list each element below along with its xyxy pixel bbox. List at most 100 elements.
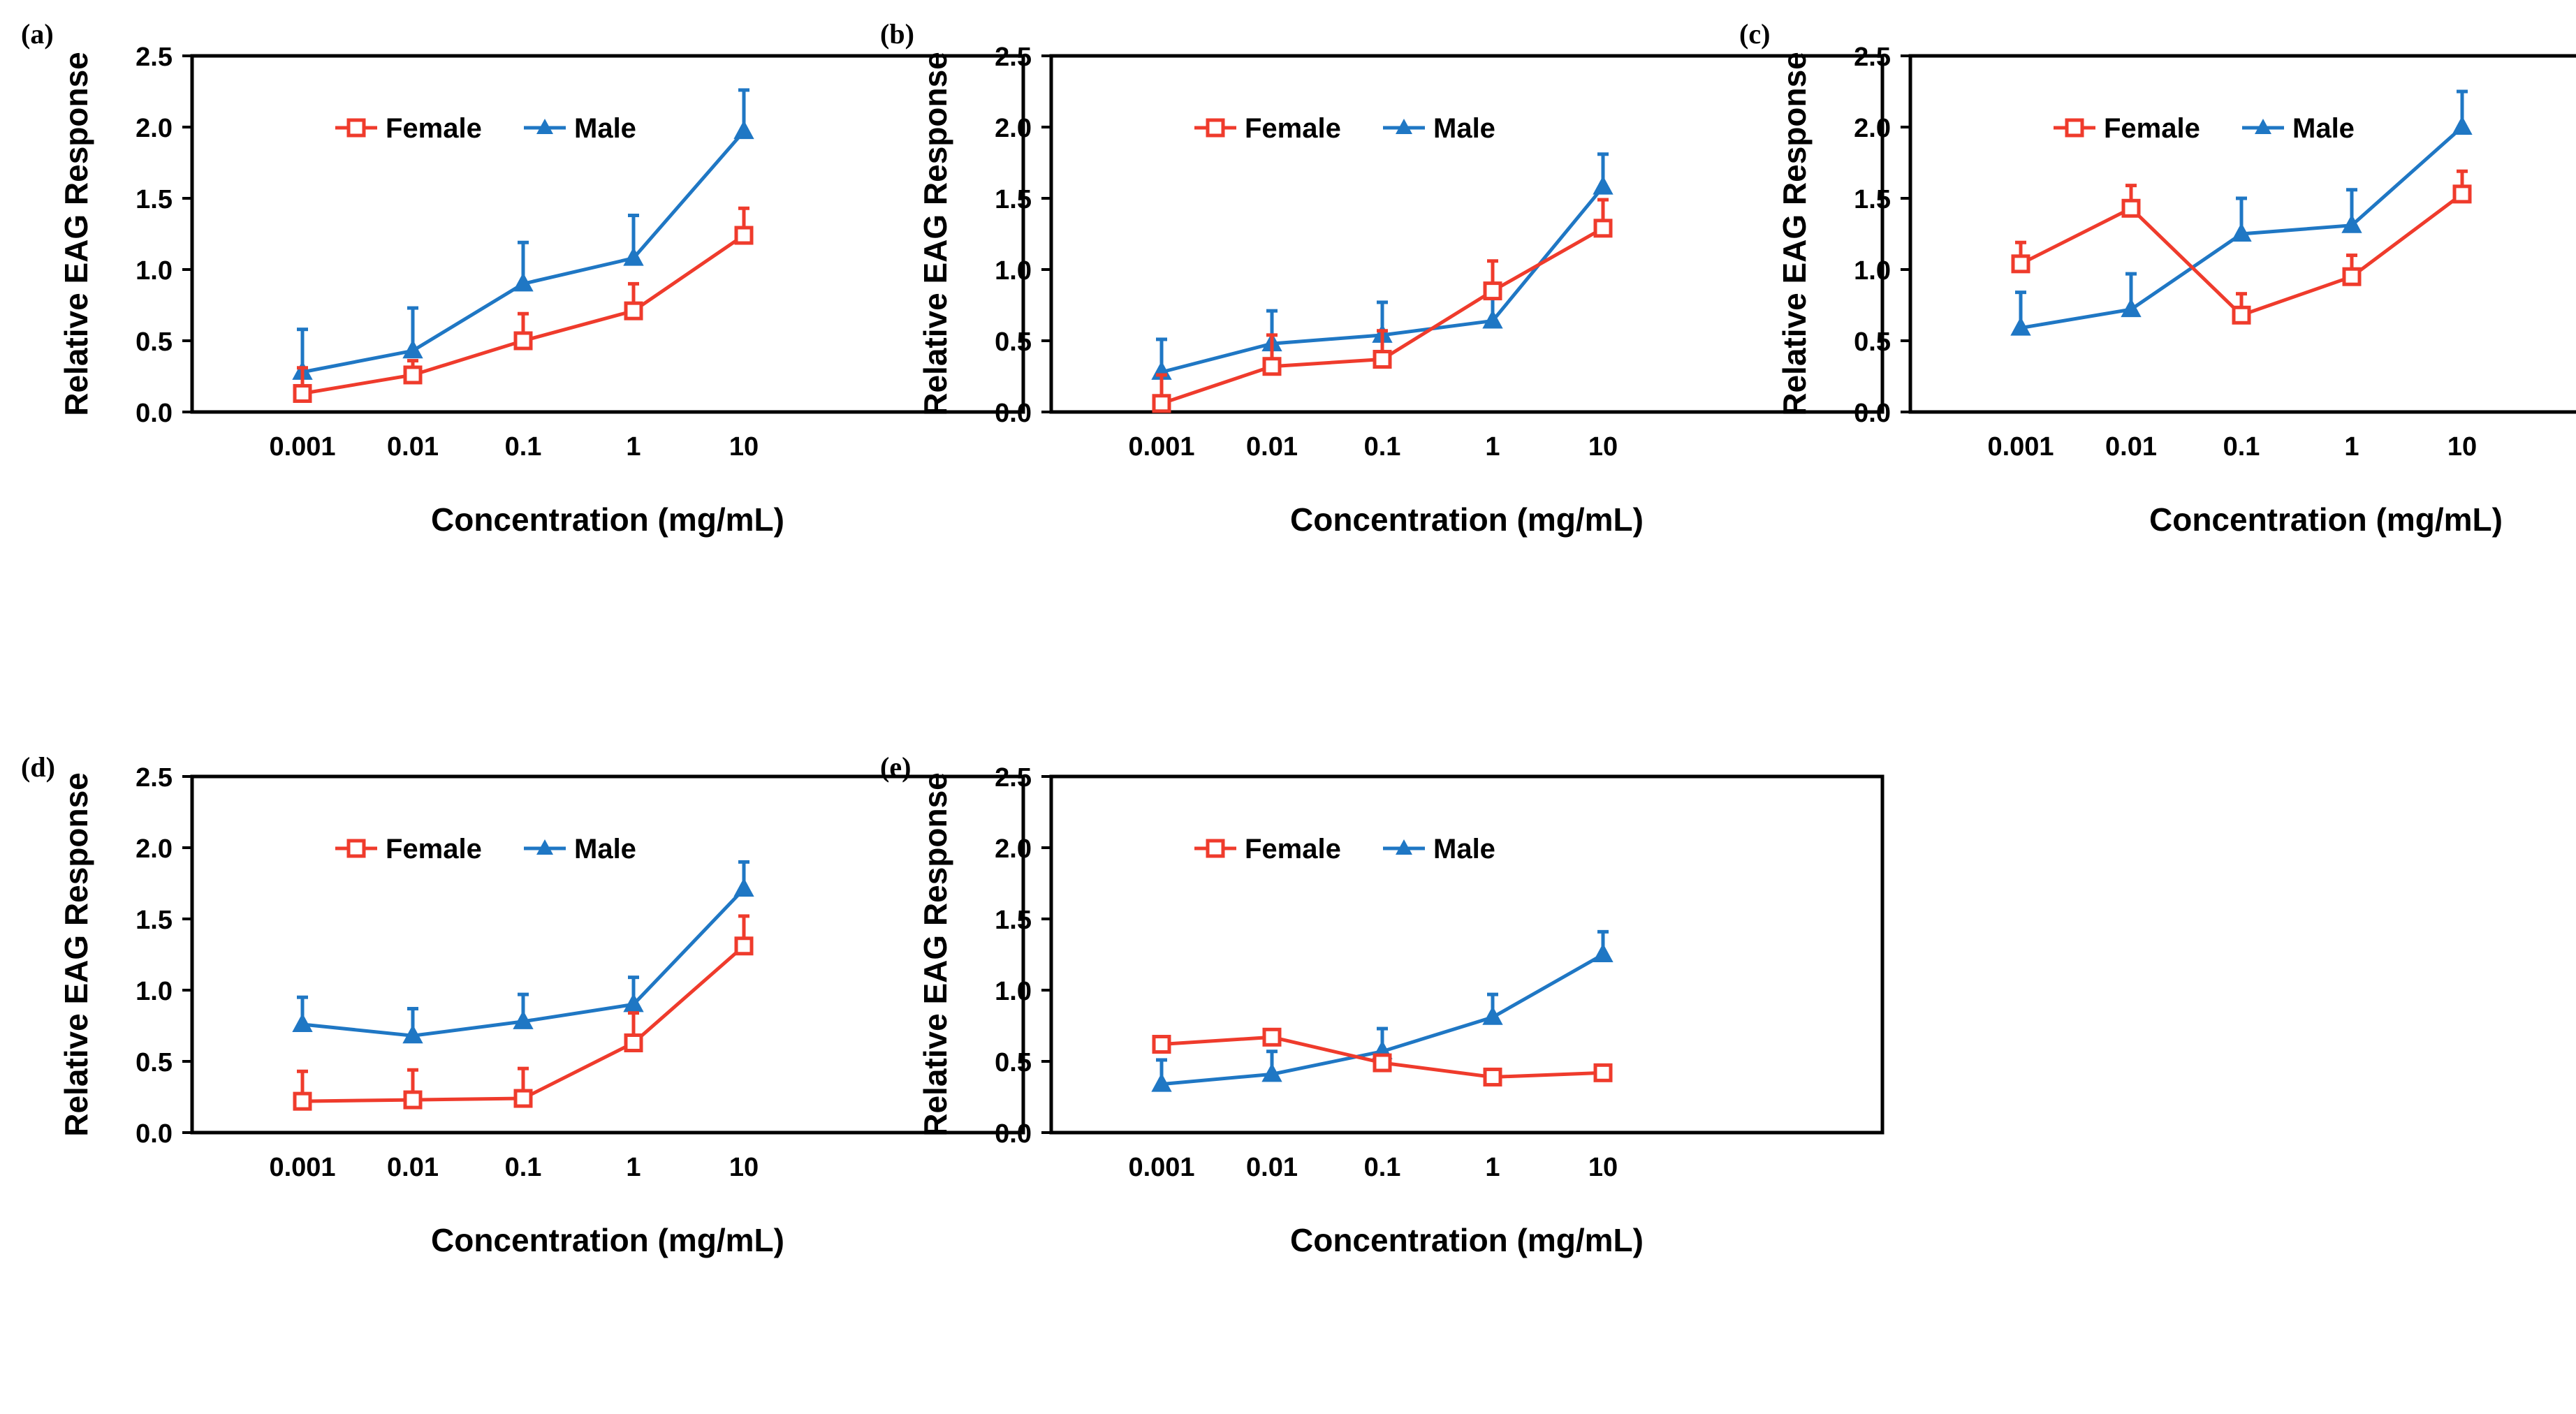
plot-frame bbox=[1049, 54, 1885, 414]
panel-letter: (b) bbox=[880, 18, 914, 50]
legend-label-female: Female bbox=[1245, 834, 1341, 864]
data-point bbox=[1151, 1073, 1172, 1092]
legend: Female Male bbox=[1194, 834, 1495, 864]
legend-label-male: Male bbox=[1433, 113, 1495, 144]
chart-panel-3: (c) 0.0 0.5 1.0 1.5 2.0 2.5 0.001 0.01 0.1 1 10 Conc… bbox=[1739, 18, 2576, 538]
y-axis-label: Relative EAG Response bbox=[917, 772, 953, 1137]
series-male bbox=[2010, 89, 2473, 336]
data-point bbox=[2341, 214, 2362, 233]
x-tick-label: 0.001 bbox=[1987, 432, 2054, 462]
data-point bbox=[624, 1033, 643, 1052]
data-point bbox=[513, 1089, 533, 1108]
x-tick-label: 0.01 bbox=[1246, 1153, 1298, 1182]
data-point bbox=[1593, 1063, 1613, 1082]
x-tick-label: 0.1 bbox=[505, 1153, 542, 1182]
data-point bbox=[733, 120, 754, 140]
data-point bbox=[1593, 219, 1613, 238]
x-tick-label: 0.1 bbox=[2223, 432, 2260, 462]
legend: Female Male bbox=[1194, 113, 1495, 144]
data-point bbox=[1262, 357, 1282, 376]
x-tick-label: 10 bbox=[2447, 432, 2477, 462]
data-point bbox=[1483, 281, 1502, 301]
legend: Female Male bbox=[2054, 113, 2355, 144]
data-point bbox=[2010, 316, 2031, 336]
legend: Female Male bbox=[335, 834, 636, 864]
y-tick-label: 0.5 bbox=[136, 327, 173, 357]
x-tick-label: 0.01 bbox=[2105, 432, 2157, 462]
y-tick-label: 0.5 bbox=[995, 1048, 1032, 1077]
legend-marker-male bbox=[536, 119, 553, 134]
series-female bbox=[293, 206, 754, 403]
data-point bbox=[2231, 222, 2252, 242]
y-tick-label: 1.5 bbox=[136, 906, 173, 935]
data-point bbox=[403, 1090, 423, 1110]
panel-letter: (d) bbox=[21, 751, 55, 783]
y-axis-label: Relative EAG Response bbox=[1776, 52, 1813, 416]
data-point bbox=[2011, 254, 2030, 274]
x-tick-label: 0.001 bbox=[269, 432, 335, 462]
y-tick-label: 0.0 bbox=[136, 399, 173, 428]
series-female bbox=[1152, 198, 1613, 413]
legend-marker-male bbox=[2255, 119, 2271, 134]
y-tick-label: 2.0 bbox=[1854, 114, 1891, 143]
data-point bbox=[2452, 115, 2473, 135]
chart-panel-5: (e) 0.0 0.5 1.0 1.5 2.0 2.5 0.001 0.01 0.1 1 10 Conc… bbox=[880, 751, 1885, 1258]
y-tick-label: 1.0 bbox=[995, 256, 1032, 286]
x-axis-label: Concentration (mg/mL) bbox=[431, 1222, 784, 1258]
series-female bbox=[1152, 1027, 1613, 1087]
plot-frame bbox=[190, 774, 1025, 1135]
y-tick-label: 2.0 bbox=[136, 834, 173, 864]
legend-label-male: Male bbox=[574, 113, 636, 144]
y-tick-label: 2.5 bbox=[136, 763, 173, 793]
legend-label-female: Female bbox=[386, 113, 482, 144]
legend-marker-male bbox=[1396, 839, 1412, 855]
data-point bbox=[513, 331, 533, 351]
data-point bbox=[734, 936, 754, 956]
plot-frame bbox=[1908, 54, 2576, 414]
data-point bbox=[1262, 1027, 1282, 1047]
data-point bbox=[402, 1024, 423, 1044]
data-point bbox=[293, 383, 312, 403]
y-tick-label: 0.0 bbox=[136, 1119, 173, 1149]
data-point bbox=[1373, 350, 1392, 369]
series-female bbox=[293, 914, 754, 1111]
y-tick-label: 1.0 bbox=[995, 977, 1032, 1006]
x-axis-label: Concentration (mg/mL) bbox=[1290, 1222, 1644, 1258]
legend-marker-female bbox=[2065, 118, 2084, 138]
y-tick-label: 0.5 bbox=[1854, 327, 1891, 357]
y-tick-label: 1.5 bbox=[1854, 185, 1891, 214]
y-tick-label: 2.0 bbox=[995, 114, 1032, 143]
panel-letter: (c) bbox=[1739, 18, 1770, 50]
data-point bbox=[733, 878, 754, 897]
legend-marker-female bbox=[346, 118, 366, 138]
data-point bbox=[513, 272, 534, 292]
data-point bbox=[513, 1010, 534, 1029]
plot-frame bbox=[190, 54, 1025, 414]
data-point bbox=[1261, 1063, 1282, 1082]
chart-panel-4: (d) 0.0 0.5 1.0 1.5 2.0 2.5 0.001 0.01 0.1 1 10 Conc… bbox=[21, 751, 1025, 1258]
legend-label-male: Male bbox=[1433, 834, 1495, 864]
plot-frame bbox=[1049, 774, 1885, 1135]
data-point bbox=[293, 1091, 312, 1111]
data-point bbox=[1483, 1067, 1502, 1087]
x-tick-label: 0.01 bbox=[387, 432, 439, 462]
x-tick-label: 0.001 bbox=[1128, 432, 1194, 462]
y-tick-label: 2.5 bbox=[995, 763, 1032, 793]
data-point bbox=[2121, 298, 2142, 318]
y-axis-label: Relative EAG Response bbox=[58, 52, 94, 416]
legend: Female Male bbox=[335, 113, 636, 144]
data-point bbox=[1152, 394, 1171, 413]
data-point bbox=[1482, 309, 1503, 329]
data-point bbox=[1482, 1006, 1503, 1025]
x-axis-label: Concentration (mg/mL) bbox=[2149, 501, 2503, 538]
data-point bbox=[1593, 175, 1613, 195]
y-tick-label: 0.5 bbox=[995, 327, 1032, 357]
x-axis-label: Concentration (mg/mL) bbox=[431, 501, 784, 538]
x-tick-label: 0.01 bbox=[387, 1153, 439, 1182]
legend-marker-female bbox=[1206, 839, 1225, 858]
legend-marker-male bbox=[1396, 119, 1412, 134]
data-point bbox=[2121, 198, 2141, 218]
panel-letter: (a) bbox=[21, 18, 54, 50]
x-tick-label: 0.1 bbox=[505, 432, 542, 462]
